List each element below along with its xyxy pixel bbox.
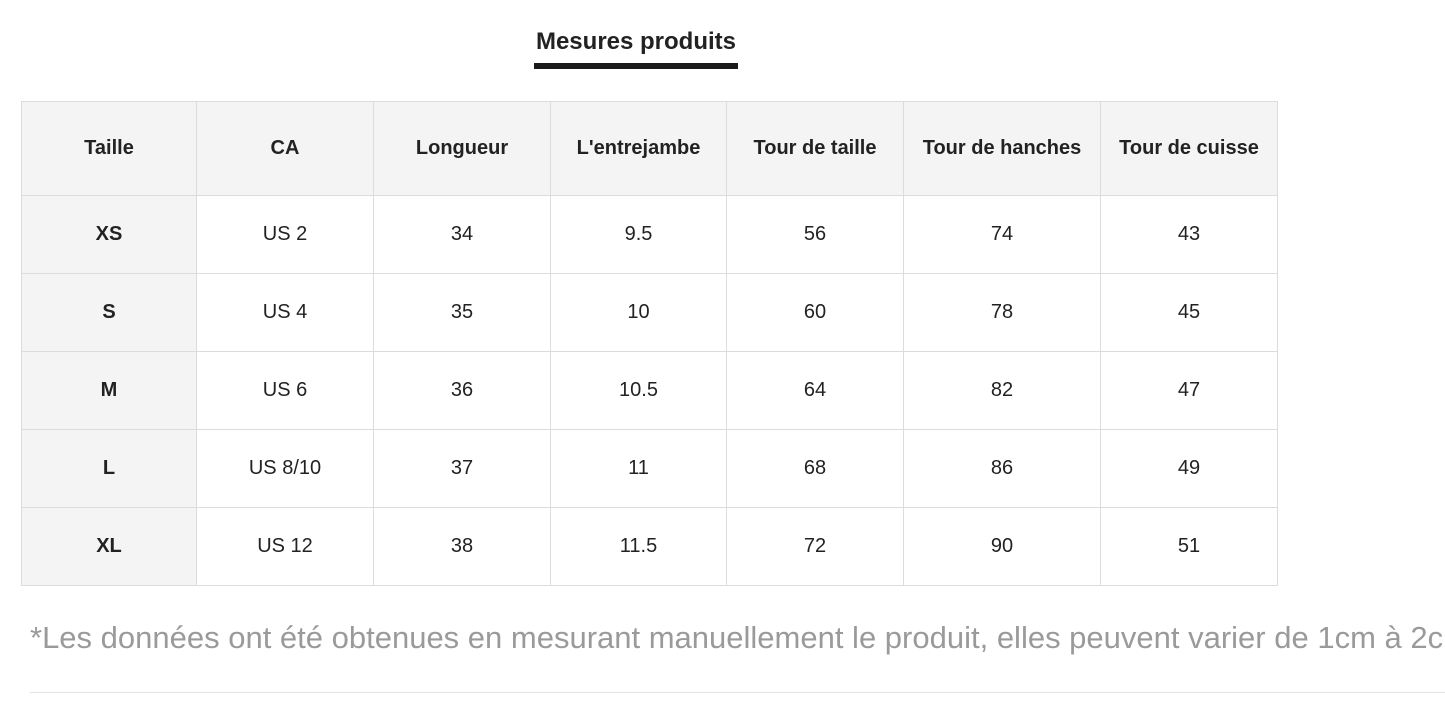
title: Mesures produits [535,28,737,55]
table-body: XS US 2 34 9.5 56 74 43 S US 4 35 10 60 78 45 M US 6 36 1… [21,195,1278,586]
table-cell: US 8/10 [196,429,374,508]
header-cell: Taille [21,101,197,196]
table-cell: 34 [373,195,551,274]
table-row: XL US 12 38 11.5 72 90 51 [21,507,1278,586]
table-cell: 49 [1100,429,1278,508]
table-row: XS US 2 34 9.5 56 74 43 [21,195,1278,274]
table-cell: US 12 [196,507,374,586]
note: *Les données ont été obtenues en mesuran… [30,620,1445,655]
table-cell: 47 [1100,351,1278,430]
table-row: S US 4 35 10 60 78 45 [21,273,1278,352]
table-cell: 10.5 [550,351,727,430]
size-table: Taille CA Longueur L'entrejambe Tour de tail… [21,101,1278,586]
header-cell: CA [196,101,374,196]
header-cell: Tour de hanches [903,101,1101,196]
header-cell: Longueur [373,101,551,196]
table-cell: 10 [550,273,727,352]
header-cell: L'entrejambe [550,101,727,196]
table-cell: 74 [903,195,1101,274]
table-cell: 60 [726,273,904,352]
header-cell: Tour de taille [726,101,904,196]
size-cell: XL [21,507,197,586]
table-cell: 11 [550,429,727,508]
table-cell: US 6 [196,351,374,430]
table-cell: 9.5 [550,195,727,274]
title-underline [534,63,738,69]
table-cell: US 2 [196,195,374,274]
table-cell: 72 [726,507,904,586]
table-cell: 37 [373,429,551,508]
size-cell: M [21,351,197,430]
table-row: M US 6 36 10.5 64 82 47 [21,351,1278,430]
table-cell: 78 [903,273,1101,352]
size-cell: S [21,273,197,352]
table-cell: 11.5 [550,507,727,586]
table-cell: 86 [903,429,1101,508]
table-cell: 51 [1100,507,1278,586]
table-cell: 82 [903,351,1101,430]
table-cell: 68 [726,429,904,508]
header-row: Taille CA Longueur L'entrejambe Tour de tail… [21,101,1278,196]
table-cell: 56 [726,195,904,274]
header-cell: Tour de cuisse [1100,101,1278,196]
table-cell: 90 [903,507,1101,586]
table-cell: 64 [726,351,904,430]
table-cell: 36 [373,351,551,430]
table-cell: 43 [1100,195,1278,274]
size-cell: XS [21,195,197,274]
size-cell: L [21,429,197,508]
table-cell: 35 [373,273,551,352]
table-cell: 45 [1100,273,1278,352]
table-header: Taille CA Longueur L'entrejambe Tour de tail… [21,101,1278,196]
table-cell: US 4 [196,273,374,352]
divider [30,692,1445,693]
table-row: L US 8/10 37 11 68 86 49 [21,429,1278,508]
table-cell: 38 [373,507,551,586]
